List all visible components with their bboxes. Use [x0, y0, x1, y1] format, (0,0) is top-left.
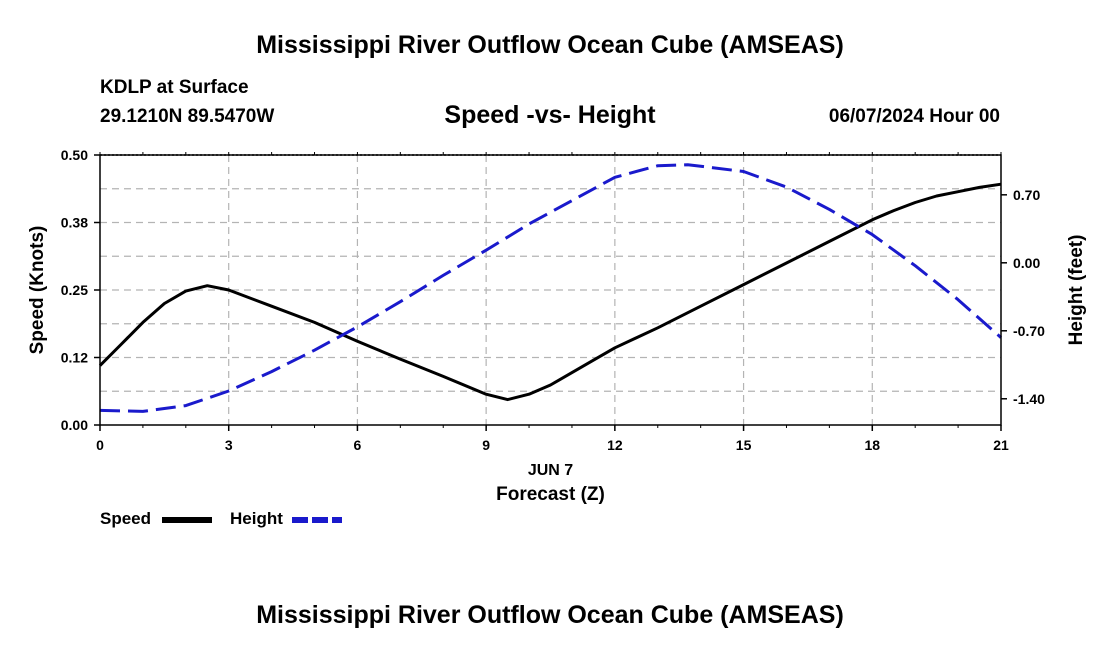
y2-axis-title: Height (feet)	[1066, 235, 1087, 346]
coordinates-label: 29.1210N 89.5470W	[100, 106, 275, 127]
x-tick-label: 15	[736, 437, 752, 453]
x-axis-date-label: JUN 7	[528, 462, 573, 479]
chart-subtitle: Speed -vs- Height	[444, 101, 656, 129]
series-speed-line	[98, 182, 1002, 402]
footer-title: Mississippi River Outflow Ocean Cube (AM…	[256, 601, 844, 629]
axis-layer: 0 3 6 9 12 15 18 21 0.00 0.12 0.25 0.38 0.50 -1.40 -0.…	[27, 147, 1087, 505]
x-tick-label: 3	[225, 437, 233, 453]
y2-tick-label: 0.00	[1013, 255, 1040, 271]
series-height-line	[99, 163, 1002, 413]
x-axis-title: Forecast (Z)	[496, 484, 605, 505]
y-tick-label: 0.12	[61, 350, 88, 366]
x-tick-label: 18	[864, 437, 880, 453]
chart-title: Mississippi River Outflow Ocean Cube (AM…	[256, 31, 844, 59]
y2-tick-label: 0.70	[1013, 187, 1040, 203]
x-tick-label: 6	[354, 437, 362, 453]
legend-speed-label: Speed	[100, 509, 152, 528]
y-axis-title: Speed (Knots)	[27, 226, 48, 355]
y-tick-label: 0.38	[61, 215, 88, 231]
x-tick-label: 0	[96, 437, 104, 453]
datetime-label: 06/07/2024 Hour 00	[828, 106, 1000, 127]
legend-height-label: Height	[230, 509, 283, 528]
station-label: KDLP at Surface	[100, 77, 249, 98]
y-tick-label: 0.00	[61, 417, 88, 433]
y-tick-label: 0.50	[61, 147, 88, 163]
x-tick-label: 9	[482, 437, 490, 453]
y2-tick-label: -1.40	[1013, 391, 1045, 407]
series-layer	[98, 163, 1002, 413]
y-tick-label: 0.25	[61, 282, 88, 298]
y2-tick-label: -0.70	[1013, 323, 1045, 339]
x-tick-label: 12	[607, 437, 623, 453]
x-tick-label: 21	[993, 437, 1009, 453]
